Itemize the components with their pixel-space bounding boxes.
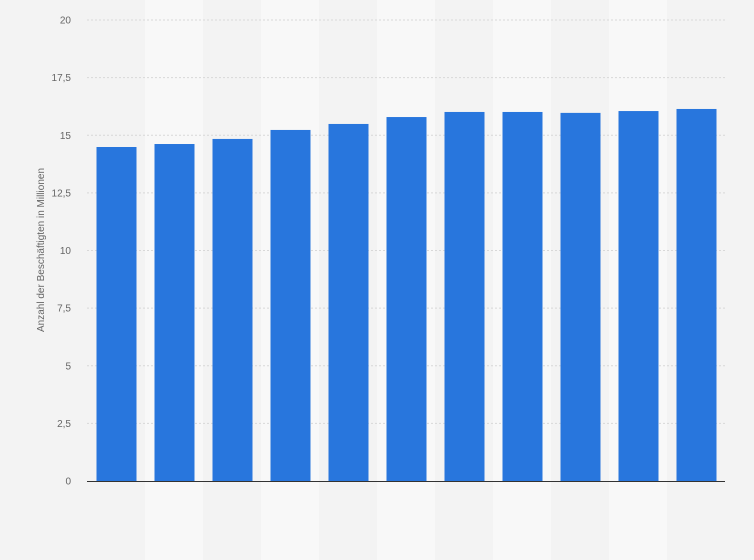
bar <box>212 138 253 482</box>
y-tick-label: 7,5 <box>57 304 71 315</box>
bar <box>96 147 137 481</box>
y-axis-label: Anzahl der Beschäftigten in Millionen <box>36 168 47 332</box>
bar <box>328 123 369 481</box>
y-tick-label: 20 <box>60 16 72 27</box>
y-tick-label: 2,5 <box>57 419 71 430</box>
y-axis-ticks: 0 2,5 5 7,5 10 12,5 15 17,5 20 <box>52 16 72 488</box>
bar <box>154 144 195 481</box>
bars <box>96 108 717 482</box>
bar <box>502 111 543 482</box>
y-tick-label: 5 <box>65 361 71 372</box>
y-tick-label: 10 <box>60 246 72 257</box>
bar <box>386 117 427 481</box>
y-tick-label: 17,5 <box>52 73 72 84</box>
y-tick-label: 0 <box>65 477 71 488</box>
y-tick-label: 15 <box>60 131 72 142</box>
bar <box>560 112 601 481</box>
y-tick-label: 12,5 <box>52 188 72 199</box>
bar <box>444 111 485 482</box>
bar <box>270 129 311 482</box>
bar <box>618 111 659 482</box>
bar <box>676 108 717 482</box>
